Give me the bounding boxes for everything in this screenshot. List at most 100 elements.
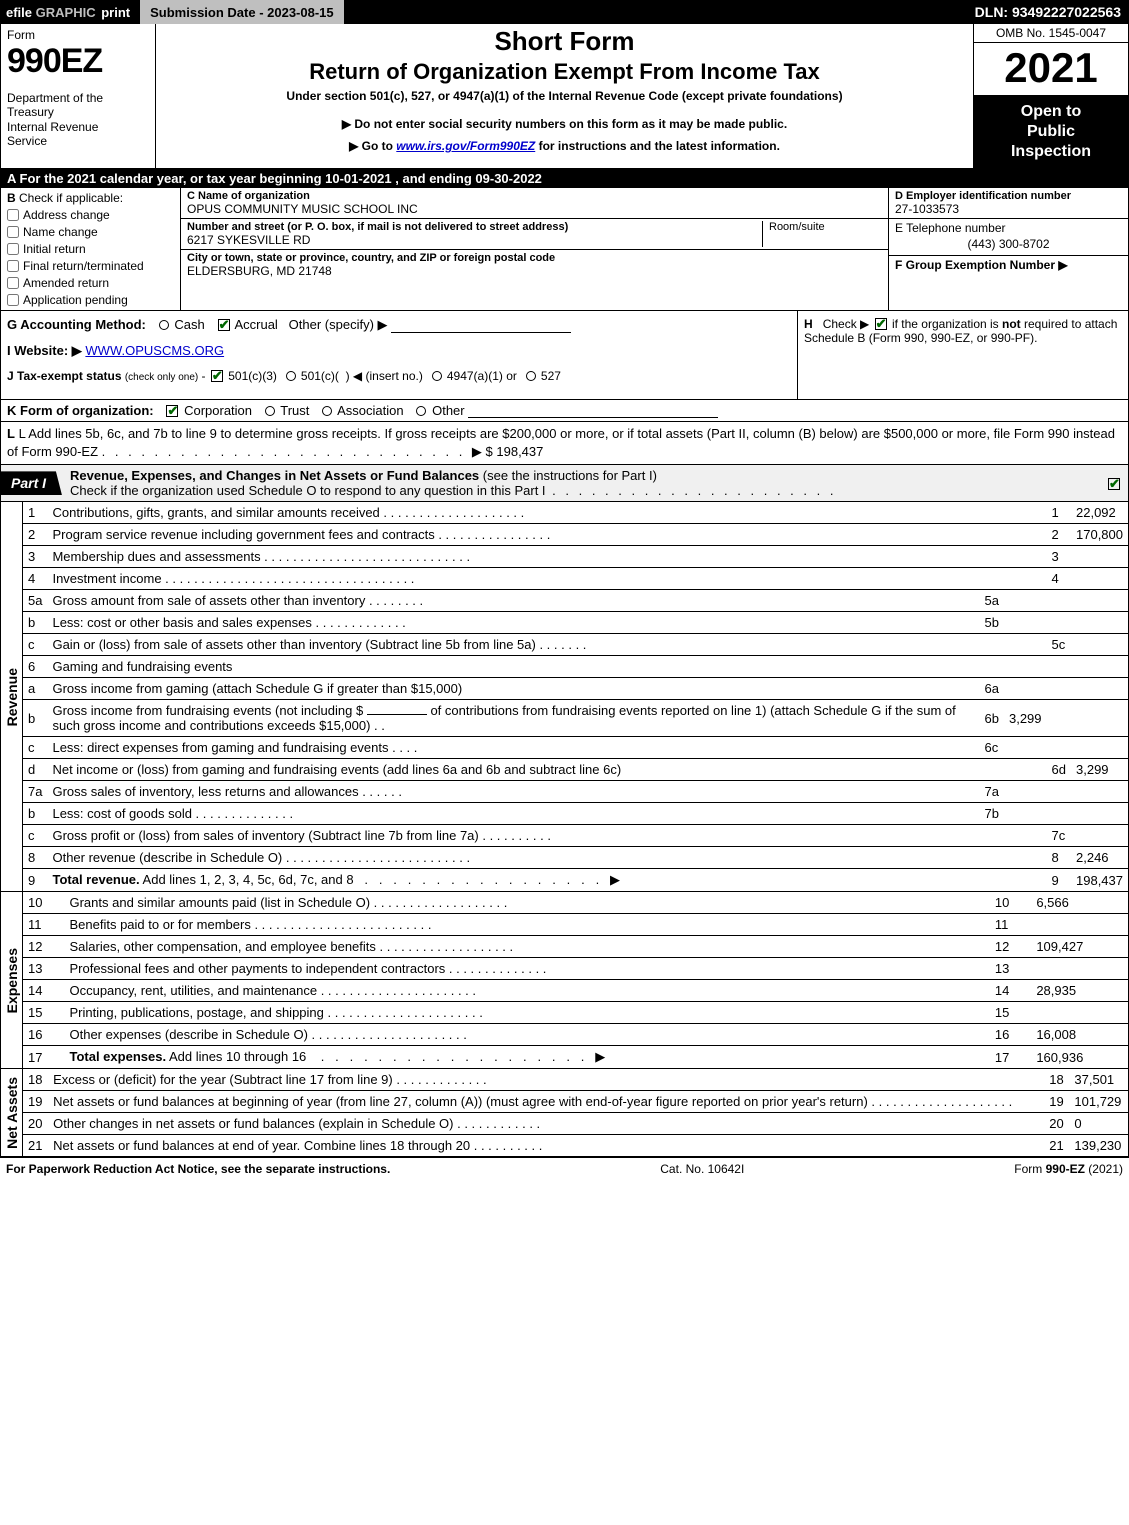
ln: 18 — [23, 1069, 48, 1091]
print-link[interactable]: print — [101, 5, 130, 20]
cash-radio-icon[interactable] — [159, 320, 169, 330]
desc: Gross profit or (loss) from sales of inv… — [47, 825, 1046, 847]
chk-name-change[interactable]: Name change — [7, 225, 174, 239]
numcell-gray — [1047, 612, 1071, 634]
f-group: F Group Exemption Number ▶ — [889, 256, 1128, 310]
goto-post: for instructions and the latest informat… — [535, 139, 780, 153]
revenue-label: Revenue — [4, 668, 20, 726]
blank-6b[interactable] — [367, 714, 427, 715]
g-label: G Accounting Method: — [7, 317, 146, 332]
chk-application-pending[interactable]: Application pending — [7, 293, 174, 307]
ln: d — [23, 759, 47, 781]
revenue-vlabel: Revenue — [1, 502, 23, 891]
ln: b — [23, 612, 47, 634]
j-line: J Tax-exempt status (check only one) - 5… — [7, 369, 791, 383]
j-501c-radio-icon[interactable] — [286, 371, 296, 381]
c-name-value: OPUS COMMUNITY MUSIC SCHOOL INC — [187, 202, 882, 216]
numcell: 11 — [990, 914, 1031, 936]
desc: Net income or (loss) from gaming and fun… — [47, 759, 1046, 781]
desc: Contributions, gifts, grants, and simila… — [47, 502, 1046, 524]
website-link[interactable]: WWW.OPUSCMS.ORG — [85, 343, 224, 358]
d6b1: Gross income from fundraising events (no… — [52, 703, 363, 718]
i-line: I Website: ▶ WWW.OPUSCMS.ORG — [7, 343, 791, 359]
k-label: K Form of organization: — [7, 403, 154, 418]
footer-right-pre: Form — [1014, 1162, 1045, 1176]
f-label: F Group Exemption Number ▶ — [895, 258, 1068, 272]
e-value: (443) 300-8702 — [895, 235, 1122, 253]
k-trust-radio-icon[interactable] — [265, 406, 275, 416]
chk-initial-return[interactable]: Initial return — [7, 242, 174, 256]
desc: Gross income from gaming (attach Schedul… — [47, 678, 979, 700]
ln: 8 — [23, 847, 47, 869]
part1-tab: Part I — [1, 471, 62, 495]
chk-name-change-box[interactable] — [7, 226, 19, 238]
topbar-spacer — [344, 0, 967, 24]
numcell-gray — [1047, 803, 1071, 825]
part1-schedule-o-check-icon[interactable] — [1108, 478, 1120, 490]
numcell: 20 — [1044, 1113, 1069, 1135]
chk-amended-return-box[interactable] — [7, 277, 19, 289]
chk-address-change[interactable]: Address change — [7, 208, 174, 222]
expenses-table: 10Grants and similar amounts paid (list … — [23, 892, 1128, 1068]
numcell: 12 — [990, 936, 1031, 958]
g-other-blank[interactable] — [391, 332, 571, 333]
table-row: 20Other changes in net assets or fund ba… — [23, 1113, 1128, 1135]
val-gray — [1071, 700, 1128, 737]
table-row: 5aGross amount from sale of assets other… — [23, 590, 1128, 612]
c-city-line: City or town, state or province, country… — [181, 250, 888, 310]
val: 139,230 — [1069, 1135, 1128, 1157]
table-row: 12Salaries, other compensation, and empl… — [23, 936, 1128, 958]
numcell: 5c — [1047, 634, 1071, 656]
chk-initial-return-box[interactable] — [7, 243, 19, 255]
k-assoc: Association — [337, 403, 403, 418]
ln: 4 — [23, 568, 47, 590]
desc: Other expenses (describe in Schedule O) … — [64, 1024, 989, 1046]
k-other-blank[interactable] — [468, 417, 718, 418]
midval — [1004, 612, 1047, 634]
k-assoc-radio-icon[interactable] — [322, 406, 332, 416]
col-g: G Accounting Method: Cash Accrual Other … — [1, 311, 798, 399]
desc: Net assets or fund balances at end of ye… — [48, 1135, 1044, 1157]
lbl-initial-return: Initial return — [23, 242, 86, 256]
numcell: 16 — [990, 1024, 1031, 1046]
j-501c3-check-icon[interactable] — [211, 370, 223, 382]
table-row: 10Grants and similar amounts paid (list … — [23, 892, 1128, 914]
netassets-label: Net Assets — [4, 1077, 20, 1149]
e-tel: E Telephone number (443) 300-8702 — [889, 219, 1128, 256]
dln: DLN: 93492227022563 — [967, 0, 1129, 24]
j-527-radio-icon[interactable] — [526, 371, 536, 381]
footer-right: Form 990-EZ (2021) — [1014, 1162, 1123, 1176]
k-other-radio-icon[interactable] — [416, 406, 426, 416]
table-row: bGross income from fundraising events (n… — [23, 700, 1128, 737]
row-a: A For the 2021 calendar year, or tax yea… — [0, 169, 1129, 188]
g-cash: Cash — [174, 317, 204, 332]
goto-text: ▶ Go to www.irs.gov/Form990EZ for instru… — [162, 139, 967, 153]
part1-check-dots: . . . . . . . . . . . . . . . . . . . . … — [546, 483, 837, 498]
col-c: C Name of organization OPUS COMMUNITY MU… — [181, 188, 888, 310]
revenue-table: 1Contributions, gifts, grants, and simil… — [23, 502, 1128, 891]
desc: Gain or (loss) from sale of assets other… — [47, 634, 1046, 656]
section-gh: G Accounting Method: Cash Accrual Other … — [0, 311, 1129, 400]
chk-final-return-box[interactable] — [7, 260, 19, 272]
chk-application-pending-box[interactable] — [7, 294, 19, 306]
chk-amended-return[interactable]: Amended return — [7, 276, 174, 290]
goto-link[interactable]: www.irs.gov/Form990EZ — [396, 139, 535, 153]
chk-address-change-box[interactable] — [7, 209, 19, 221]
numcell-gray — [1047, 590, 1071, 612]
c-city-value: ELDERSBURG, MD 21748 — [187, 264, 882, 278]
desc: Less: direct expenses from gaming and fu… — [47, 737, 979, 759]
lbl-address-change: Address change — [23, 208, 110, 222]
val-gray — [1071, 612, 1128, 634]
d-ein: D Employer identification number 27-1033… — [889, 188, 1128, 219]
h-not: not — [1002, 317, 1021, 331]
c-addr-line: Number and street (or P. O. box, if mail… — [181, 219, 888, 250]
k-corp-check-icon[interactable] — [166, 405, 178, 417]
j-4947-radio-icon[interactable] — [432, 371, 442, 381]
col-h: H Check ▶ if the organization is not req… — [798, 311, 1128, 399]
accrual-check-icon[interactable] — [218, 319, 230, 331]
lbl-final-return: Final return/terminated — [23, 259, 144, 273]
h-check-icon[interactable] — [875, 318, 887, 330]
table-row: 18Excess or (deficit) for the year (Subt… — [23, 1069, 1128, 1091]
i-label: I Website: ▶ — [7, 343, 82, 358]
chk-final-return[interactable]: Final return/terminated — [7, 259, 174, 273]
